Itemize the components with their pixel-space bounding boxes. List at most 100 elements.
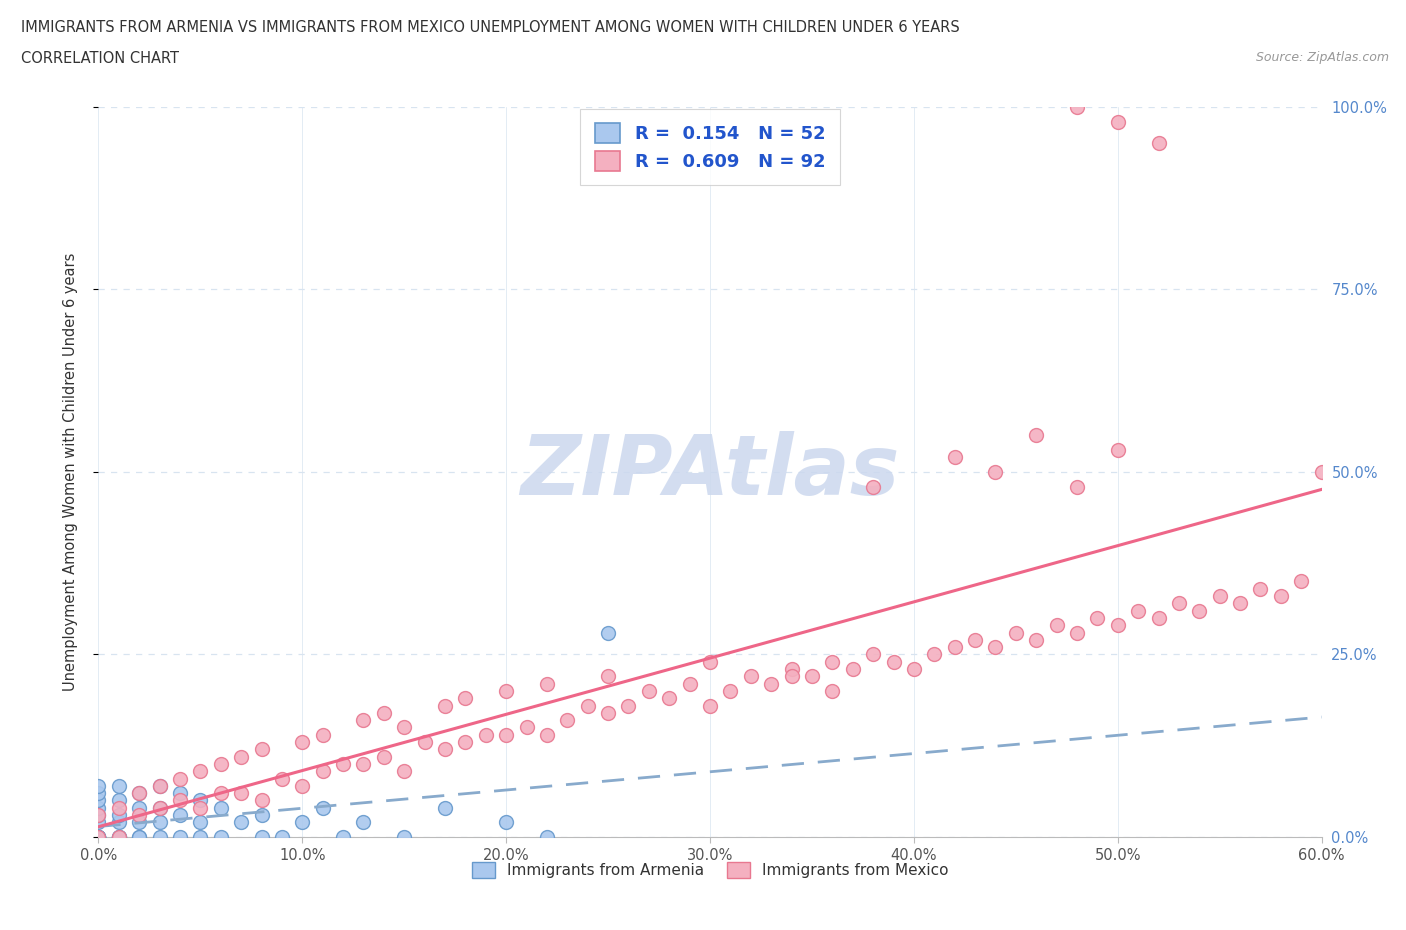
Point <box>495 815 517 830</box>
Point <box>598 669 620 684</box>
Point <box>169 807 191 822</box>
Point <box>250 807 273 822</box>
Point <box>1147 611 1170 626</box>
Point <box>87 830 110 844</box>
Point <box>332 757 354 772</box>
Point <box>984 640 1007 655</box>
Legend: Immigrants from Armenia, Immigrants from Mexico: Immigrants from Armenia, Immigrants from… <box>465 856 955 884</box>
Point <box>128 807 150 822</box>
Point <box>87 830 110 844</box>
Point <box>536 676 558 691</box>
Point <box>108 830 131 844</box>
Point <box>883 655 905 670</box>
Point <box>801 669 824 684</box>
Point <box>454 691 477 706</box>
Point <box>922 647 945 662</box>
Point <box>1249 581 1271 596</box>
Point <box>1270 589 1292 604</box>
Point <box>108 793 131 808</box>
Y-axis label: Unemployment Among Women with Children Under 6 years: Unemployment Among Women with Children U… <box>63 253 77 691</box>
Point <box>250 742 273 757</box>
Point <box>373 750 395 764</box>
Point <box>1209 589 1232 604</box>
Point <box>1025 428 1047 443</box>
Point <box>128 801 150 816</box>
Point <box>699 655 721 670</box>
Point <box>617 698 640 713</box>
Point <box>87 807 110 822</box>
Point <box>965 632 987 647</box>
Point <box>188 830 212 844</box>
Point <box>108 807 131 822</box>
Point <box>373 706 395 721</box>
Point <box>87 830 110 844</box>
Point <box>87 830 110 844</box>
Point <box>149 801 172 816</box>
Point <box>231 815 253 830</box>
Point <box>780 661 803 676</box>
Point <box>149 815 172 830</box>
Point <box>1066 100 1088 114</box>
Point <box>862 647 884 662</box>
Point <box>169 830 191 844</box>
Point <box>1128 604 1150 618</box>
Point <box>1147 136 1170 151</box>
Point <box>209 830 232 844</box>
Point <box>1310 465 1333 480</box>
Point <box>87 830 110 844</box>
Point <box>454 735 477 750</box>
Point <box>780 669 803 684</box>
Point <box>434 698 457 713</box>
Point <box>87 830 110 844</box>
Point <box>555 712 579 727</box>
Point <box>291 815 314 830</box>
Point <box>270 771 294 786</box>
Point <box>516 720 538 735</box>
Point <box>87 793 110 808</box>
Text: CORRELATION CHART: CORRELATION CHART <box>21 51 179 66</box>
Point <box>149 778 172 793</box>
Point <box>740 669 762 684</box>
Point <box>352 815 374 830</box>
Point <box>679 676 702 691</box>
Point <box>128 830 150 844</box>
Point <box>761 676 783 691</box>
Point <box>637 684 661 698</box>
Point <box>943 450 966 465</box>
Point <box>984 465 1007 480</box>
Point <box>392 764 416 778</box>
Point <box>250 793 273 808</box>
Point <box>312 801 335 816</box>
Point <box>392 720 416 735</box>
Point <box>1066 479 1088 494</box>
Point <box>1107 114 1129 129</box>
Point <box>87 830 110 844</box>
Point <box>188 764 212 778</box>
Point <box>1025 632 1047 647</box>
Point <box>149 778 172 793</box>
Point <box>291 778 314 793</box>
Point <box>434 742 457 757</box>
Point <box>1107 618 1129 632</box>
Point <box>87 830 110 844</box>
Point <box>392 830 416 844</box>
Point <box>312 727 335 742</box>
Point <box>128 830 150 844</box>
Point <box>1167 596 1189 611</box>
Point <box>108 830 131 844</box>
Point <box>149 830 172 844</box>
Point <box>576 698 599 713</box>
Text: IMMIGRANTS FROM ARMENIA VS IMMIGRANTS FROM MEXICO UNEMPLOYMENT AMONG WOMEN WITH : IMMIGRANTS FROM ARMENIA VS IMMIGRANTS FR… <box>21 20 960 35</box>
Point <box>598 706 620 721</box>
Point <box>209 786 232 801</box>
Point <box>87 801 110 816</box>
Point <box>312 764 335 778</box>
Point <box>188 801 212 816</box>
Text: ZIPAtlas: ZIPAtlas <box>520 432 900 512</box>
Point <box>434 801 457 816</box>
Point <box>1291 574 1313 589</box>
Point <box>87 830 110 844</box>
Point <box>1188 604 1211 618</box>
Point <box>598 625 620 640</box>
Point <box>87 807 110 822</box>
